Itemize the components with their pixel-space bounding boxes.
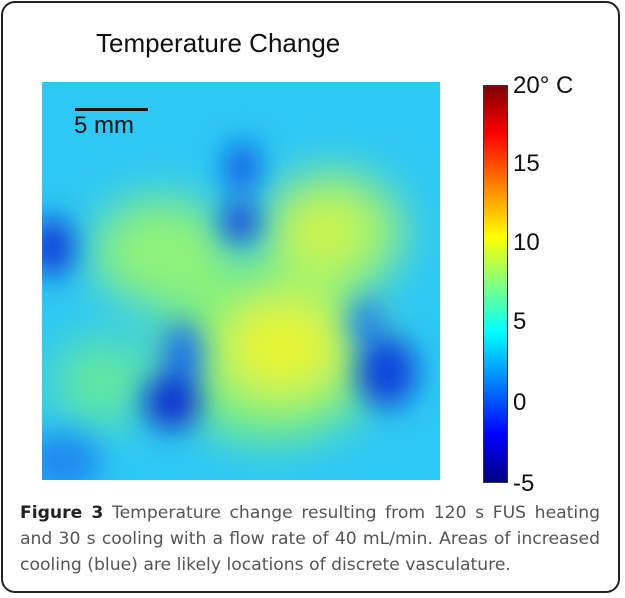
colorbar [483,85,508,483]
heatmap [42,82,440,480]
colorbar-tick-5: 5 [513,308,527,335]
cool-region-top-center [224,141,260,193]
colorbar-tick-10: 10 [513,229,540,256]
cool-region-bottom-left [42,432,102,480]
warm-region-core [222,297,342,397]
cool-region-lower-right [357,336,417,408]
scale-bar-label: 5 mm [74,112,134,139]
figure-caption: Figure 3 Temperature change resulting fr… [20,500,600,578]
warm-region-upper-right-core [292,204,352,260]
caption-text: Temperature change resulting from 120 s … [20,503,600,575]
warm-regions [52,172,402,442]
colorbar-tick-minus-5: -5 [513,470,535,497]
chart-title: Temperature Change [96,28,341,58]
warm-region-lower-left [52,337,152,427]
colorbar-tick-15: 15 [513,150,540,177]
colorbar-tick-0: 0 [513,389,527,416]
cool-region-lower-center-core [144,374,200,430]
cool-region-lower-right-upper [349,298,385,346]
cool-region-top-center-lower [222,202,258,242]
cool-region-left-edge [42,217,74,277]
warm-region-upper-left [92,197,232,307]
figure-label: Figure 3 [20,503,104,523]
colorbar-tick-20: 20° C [513,72,574,99]
cool-regions [42,141,417,480]
scale-bar [75,108,148,111]
